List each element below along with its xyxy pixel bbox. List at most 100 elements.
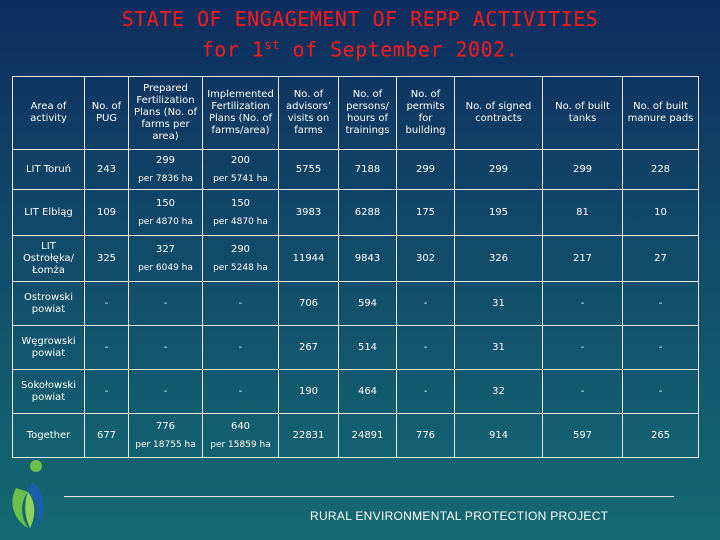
cell-prepared: - bbox=[128, 325, 203, 370]
cell-persons: 464 bbox=[338, 369, 397, 414]
cell-prepared: 327 per 6049 ha bbox=[128, 235, 203, 282]
cell-implemented-area: per 15859 ha bbox=[210, 439, 271, 450]
cell-visits: 3983 bbox=[278, 189, 339, 236]
cell-implemented-value: - bbox=[238, 341, 243, 353]
logo-leaf-right bbox=[28, 482, 44, 530]
cell-implemented-area: per 4870 ha bbox=[213, 216, 268, 227]
cell-area: LIT Toruń bbox=[12, 149, 85, 190]
cell-implemented-value: 200 bbox=[230, 154, 251, 166]
cell-implemented-area: per 5741 ha bbox=[213, 173, 268, 184]
cell-pads: - bbox=[622, 325, 699, 370]
table-row: Ostrowski powiat - - -706 594-31- - bbox=[12, 281, 699, 326]
cell-persons: 9843 bbox=[338, 235, 397, 282]
cell-pug: 243 bbox=[84, 149, 129, 190]
cell-persons: 24891 bbox=[338, 413, 397, 458]
header-permits: No. of permits for building bbox=[396, 76, 455, 150]
header-persons: No. of persons/ hours of trainings bbox=[338, 76, 397, 150]
cell-contracts: 31 bbox=[454, 281, 543, 326]
engagement-table: Area of activity No. of PUG Prepared Fer… bbox=[12, 76, 699, 458]
cell-prepared: - bbox=[128, 281, 203, 326]
cell-pads: - bbox=[622, 369, 699, 414]
logo-leaf-center bbox=[25, 492, 35, 528]
slide-title: STATE OF ENGAGEMENT OF REPP ACTIVITIES f… bbox=[0, 6, 720, 63]
title-line-2-sup: st bbox=[264, 38, 280, 52]
cell-prepared-area: per 18755 ha bbox=[135, 439, 196, 450]
cell-prepared-value: 327 bbox=[155, 243, 176, 255]
cell-prepared: 150 per 4870 ha bbox=[128, 189, 203, 236]
cell-tanks: 299 bbox=[542, 149, 623, 190]
cell-area: LIT Ostrołęka/ Łomża bbox=[12, 235, 85, 282]
table-row: LIT Elbląg 109 150 per 4870 ha 150 per 4870 h… bbox=[12, 189, 699, 236]
cell-visits: 11944 bbox=[278, 235, 339, 282]
cell-permits: - bbox=[396, 281, 455, 326]
cell-implemented-value: 150 bbox=[230, 197, 251, 209]
table-row: Sokołowski powiat - - -190 464-32- - bbox=[12, 369, 699, 414]
cell-implemented-value: - bbox=[238, 297, 243, 309]
title-line-2-pre: for 1 bbox=[201, 37, 265, 62]
cell-implemented: 640 per 15859 ha bbox=[202, 413, 279, 458]
title-line-2-post: of September 2002. bbox=[279, 37, 519, 62]
cell-contracts: 32 bbox=[454, 369, 543, 414]
cell-pads: 10 bbox=[622, 189, 699, 236]
cell-visits: 22831 bbox=[278, 413, 339, 458]
cell-tanks: - bbox=[542, 281, 623, 326]
cell-implemented: - bbox=[202, 325, 279, 370]
logo-dot bbox=[30, 460, 42, 472]
cell-implemented: 290 per 5248 ha bbox=[202, 235, 279, 282]
cell-implemented-value: - bbox=[238, 385, 243, 397]
cell-pads: - bbox=[622, 281, 699, 326]
cell-prepared-value: 150 bbox=[155, 197, 176, 209]
cell-pug: - bbox=[84, 369, 129, 414]
cell-permits: - bbox=[396, 369, 455, 414]
cell-implemented: - bbox=[202, 369, 279, 414]
footer-divider bbox=[64, 496, 674, 497]
cell-implemented-value: 290 bbox=[230, 243, 251, 255]
cell-contracts: 914 bbox=[454, 413, 543, 458]
cell-implemented: 200 per 5741 ha bbox=[202, 149, 279, 190]
cell-persons: 514 bbox=[338, 325, 397, 370]
table-row: LIT Ostrołęka/ Łomża 325 327 per 6049 ha 290… bbox=[12, 235, 699, 282]
cell-area: Węgrowski powiat bbox=[12, 325, 85, 370]
footer-text: RURAL ENVIRONMENTAL PROTECTION PROJECT bbox=[310, 509, 609, 523]
header-area: Area of activity bbox=[12, 76, 85, 150]
cell-persons: 594 bbox=[338, 281, 397, 326]
cell-prepared: - bbox=[128, 369, 203, 414]
cell-contracts: 326 bbox=[454, 235, 543, 282]
cell-contracts: 299 bbox=[454, 149, 543, 190]
table-row: LIT Toruń 243 299 per 7836 ha 200 per 5741 ha… bbox=[12, 149, 699, 190]
cell-prepared-area: per 6049 ha bbox=[138, 262, 193, 273]
cell-area: Sokołowski powiat bbox=[12, 369, 85, 414]
cell-pads: 228 bbox=[622, 149, 699, 190]
cell-permits: 776 bbox=[396, 413, 455, 458]
cell-implemented: - bbox=[202, 281, 279, 326]
cell-pug: 109 bbox=[84, 189, 129, 236]
cell-pug: 677 bbox=[84, 413, 129, 458]
cell-implemented-value: 640 bbox=[230, 420, 251, 432]
cell-prepared-value: - bbox=[163, 385, 168, 397]
header-tanks: No. of built tanks bbox=[542, 76, 623, 150]
cell-prepared-value: 299 bbox=[155, 154, 176, 166]
cell-prepared-value: 776 bbox=[155, 420, 176, 432]
cell-pug: - bbox=[84, 325, 129, 370]
cell-area: Together bbox=[12, 413, 85, 458]
cell-pads: 27 bbox=[622, 235, 699, 282]
cell-persons: 6288 bbox=[338, 189, 397, 236]
cell-visits: 5755 bbox=[278, 149, 339, 190]
table-row: Węgrowski powiat - - -267 514-31- - bbox=[12, 325, 699, 370]
cell-tanks: 597 bbox=[542, 413, 623, 458]
cell-tanks: 81 bbox=[542, 189, 623, 236]
cell-area: Ostrowski powiat bbox=[12, 281, 85, 326]
project-logo bbox=[12, 460, 44, 530]
cell-visits: 706 bbox=[278, 281, 339, 326]
cell-permits: 299 bbox=[396, 149, 455, 190]
cell-pads: 265 bbox=[622, 413, 699, 458]
title-line-1: STATE OF ENGAGEMENT OF REPP ACTIVITIES bbox=[121, 7, 599, 31]
logo-leaf-left bbox=[12, 488, 28, 528]
header-visits: No. of advisors’ visits on farms bbox=[278, 76, 339, 150]
cell-visits: 190 bbox=[278, 369, 339, 414]
cell-contracts: 195 bbox=[454, 189, 543, 236]
cell-implemented: 150 per 4870 ha bbox=[202, 189, 279, 236]
cell-prepared-area: per 7836 ha bbox=[138, 173, 193, 184]
cell-prepared-value: - bbox=[163, 297, 168, 309]
cell-tanks: - bbox=[542, 325, 623, 370]
